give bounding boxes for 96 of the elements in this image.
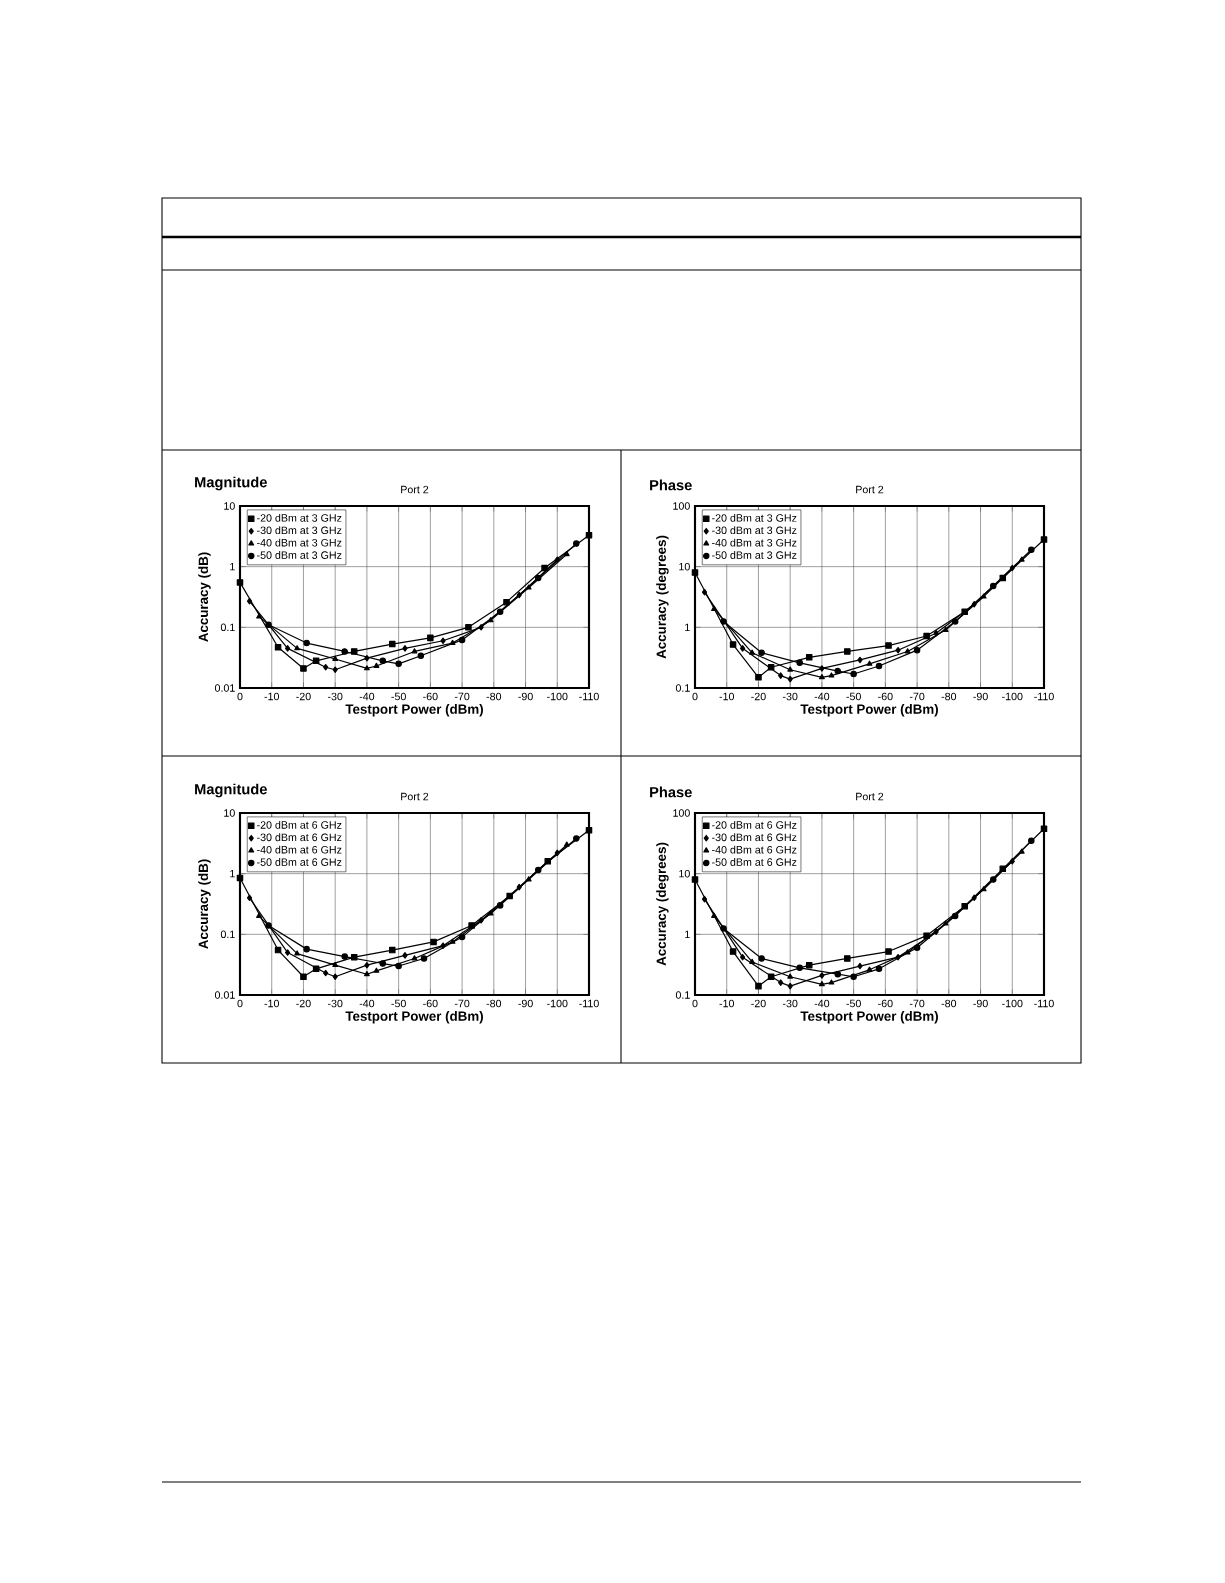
legend-label: -40 dBm at 3 GHz	[712, 538, 797, 547]
x-tick-label: -40	[814, 999, 830, 1008]
x-tick-label: -100	[1002, 692, 1023, 701]
x-tick-label: -10	[264, 999, 280, 1008]
x-axis-title: Testport Power (dBm)	[800, 704, 938, 717]
x-tick-label: -40	[359, 999, 375, 1008]
x-tick-label: -50	[391, 999, 406, 1008]
legend-label: -40 dBm at 6 GHz	[712, 845, 797, 854]
x-tick-label: -80	[486, 692, 502, 701]
y-tick-label: 1	[230, 869, 235, 878]
x-tick-label: -20	[751, 692, 766, 701]
x-tick-label: -70	[909, 999, 925, 1008]
y-axis-title: Accuracy (degrees)	[656, 535, 669, 659]
y-axis-title: Accuracy (dB)	[198, 552, 211, 642]
legend-label: -30 dBm at 6 GHz	[712, 833, 797, 842]
x-tick-label: -10	[719, 999, 735, 1008]
x-tick-label: -90	[973, 999, 988, 1008]
x-tick-label: -80	[486, 999, 502, 1008]
x-tick-label: -70	[909, 692, 925, 701]
x-tick-label: -90	[518, 999, 533, 1008]
legend-label: -20 dBm at 3 GHz	[257, 513, 342, 522]
x-tick-label: -10	[264, 692, 280, 701]
y-tick-label: 0.1	[220, 623, 235, 632]
y-tick-label: 10	[224, 809, 235, 817]
y-tick-label: 0.1	[675, 684, 690, 692]
x-tick-label: -50	[391, 692, 406, 701]
y-tick-label: 1	[685, 930, 690, 938]
y-tick-label: 0.01	[214, 684, 235, 692]
y-tick-label: 10	[679, 562, 690, 571]
x-tick-label: -100	[1002, 999, 1023, 1008]
legend-label: -30 dBm at 3 GHz	[712, 526, 797, 535]
x-tick-label: -110	[1034, 692, 1054, 701]
legend-label: -50 dBm at 6 GHz	[257, 858, 342, 866]
x-tick-label: -110	[1034, 999, 1054, 1008]
chart-title: Magnitude	[195, 476, 267, 491]
x-axis-title: Testport Power (dBm)	[800, 1011, 938, 1024]
legend-label: -30 dBm at 6 GHz	[257, 833, 342, 842]
y-axis-title: Accuracy (dB)	[198, 859, 211, 949]
y-tick-label: 1	[230, 562, 235, 571]
x-tick-label: -110	[579, 999, 599, 1008]
x-tick-label: -40	[359, 692, 375, 701]
x-tick-label: -100	[547, 999, 568, 1008]
x-tick-label: 0	[237, 692, 243, 701]
chart-subtitle: Port 2	[401, 485, 429, 494]
x-tick-label: -60	[423, 692, 438, 701]
x-tick-label: -60	[878, 692, 893, 701]
x-tick-label: -10	[719, 692, 735, 701]
x-tick-label: -80	[941, 692, 957, 701]
x-tick-label: -90	[518, 692, 533, 701]
x-tick-label: -70	[454, 999, 470, 1008]
y-axis-title: Accuracy (degrees)	[656, 842, 669, 966]
legend-label: -20 dBm at 6 GHz	[257, 820, 342, 829]
x-tick-label: -30	[327, 692, 343, 701]
legend-label: -30 dBm at 3 GHz	[257, 526, 342, 535]
y-tick-label: 10	[224, 502, 235, 510]
y-tick-label: 10	[679, 869, 690, 878]
x-tick-label: -50	[846, 999, 861, 1008]
chart-title: Phase	[650, 479, 692, 491]
legend-label: -40 dBm at 6 GHz	[257, 845, 342, 854]
x-axis-title: Testport Power (dBm)	[345, 704, 483, 717]
x-tick-label: -30	[327, 999, 343, 1008]
x-tick-label: -30	[782, 999, 798, 1008]
y-tick-label: 0.1	[220, 930, 235, 939]
chart-subtitle: Port 2	[856, 792, 884, 801]
x-tick-label: -50	[846, 692, 861, 701]
x-tick-label: -20	[296, 999, 311, 1008]
x-tick-label: 0	[237, 999, 243, 1008]
x-tick-label: -100	[547, 692, 568, 701]
x-tick-label: -60	[878, 999, 893, 1008]
chart-title: Magnitude	[195, 783, 267, 798]
legend-label: -20 dBm at 3 GHz	[712, 513, 797, 522]
x-tick-label: -80	[941, 999, 957, 1008]
chart-subtitle: Port 2	[401, 792, 429, 801]
y-tick-label: 0.01	[214, 991, 235, 999]
chart-title: Phase	[650, 786, 692, 798]
chart-subtitle: Port 2	[856, 485, 884, 494]
x-tick-label: -40	[814, 692, 830, 701]
y-tick-label: 0.1	[675, 991, 690, 999]
x-tick-label: -30	[782, 692, 798, 701]
x-tick-label: -90	[973, 692, 988, 701]
x-axis-title: Testport Power (dBm)	[345, 1011, 483, 1024]
legend-label: -50 dBm at 3 GHz	[712, 551, 797, 559]
y-tick-label: 100	[673, 502, 690, 510]
legend-label: -20 dBm at 6 GHz	[712, 820, 797, 829]
x-tick-label: -110	[579, 692, 599, 701]
x-tick-label: -20	[296, 692, 311, 701]
x-tick-label: 0	[692, 999, 698, 1008]
x-tick-label: 0	[692, 692, 698, 701]
x-tick-label: -60	[423, 999, 438, 1008]
legend-label: -50 dBm at 3 GHz	[257, 551, 342, 559]
legend-label: -40 dBm at 3 GHz	[257, 538, 342, 547]
y-tick-label: 100	[673, 809, 690, 817]
legend-label: -50 dBm at 6 GHz	[712, 858, 797, 866]
y-tick-label: 1	[685, 623, 690, 631]
x-tick-label: -20	[751, 999, 766, 1008]
x-tick-label: -70	[454, 692, 470, 701]
